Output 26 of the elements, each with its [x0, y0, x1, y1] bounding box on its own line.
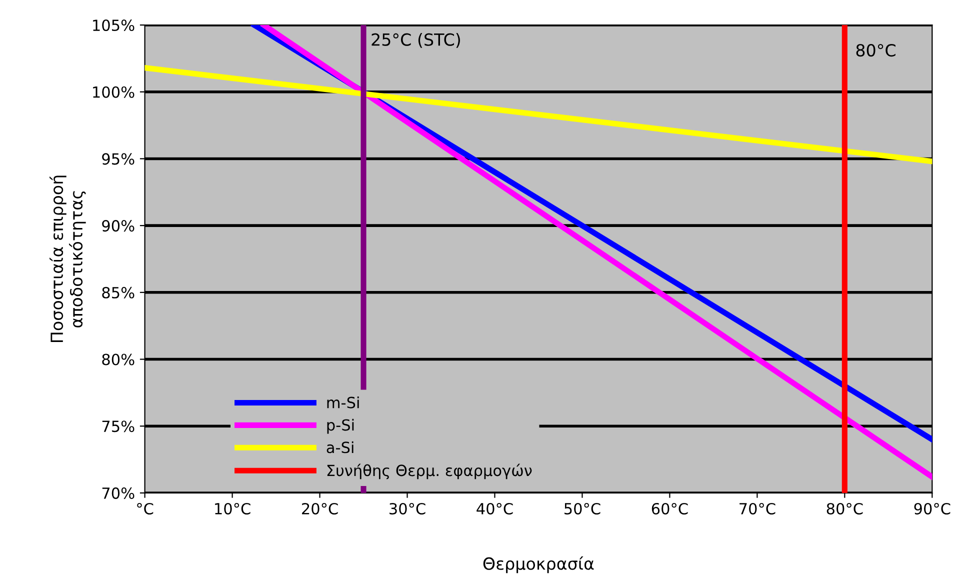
annotation: 80°C [856, 44, 896, 57]
x-axis-title: Θερμοκρασία [483, 556, 594, 574]
y-axis-title: Ποσοστιαία επιρροή αποδοτικότητας [50, 176, 86, 342]
x-tick-label: 60°C [652, 502, 688, 514]
y-tick-label: 75% [102, 420, 134, 432]
legend-label: p-Si [327, 418, 354, 434]
x-tick-label: 80°C [826, 502, 863, 514]
x-tick-label: 30°C [390, 502, 426, 514]
x-tick-label: 20°C [302, 502, 338, 514]
x-tick-label: 10°C [215, 502, 250, 514]
y-tick-label: 100% [93, 86, 134, 98]
y-tick-label: 70% [102, 487, 134, 499]
x-tick-label: 50°C [564, 502, 600, 514]
y-tick-label: 105% [93, 19, 134, 32]
y-tick-label: 80% [102, 354, 134, 366]
x-tick-label: 70°C [740, 502, 776, 514]
x-tick-label: 40°C [476, 502, 513, 514]
y-tick-label: 95% [102, 153, 134, 165]
x-tick-label: 90°C [914, 502, 950, 514]
y-tick-label: 90% [102, 220, 134, 232]
legend-label: m-Si [327, 396, 359, 408]
legend-label: Συνήθης Θερμ. εφαρμογών [327, 464, 532, 480]
x-tick-label: °C [137, 502, 154, 514]
legend-label: a-Si [326, 441, 354, 454]
ref-line-label: 25°C (STC) [372, 33, 460, 48]
y-tick-label: 85% [102, 286, 134, 298]
